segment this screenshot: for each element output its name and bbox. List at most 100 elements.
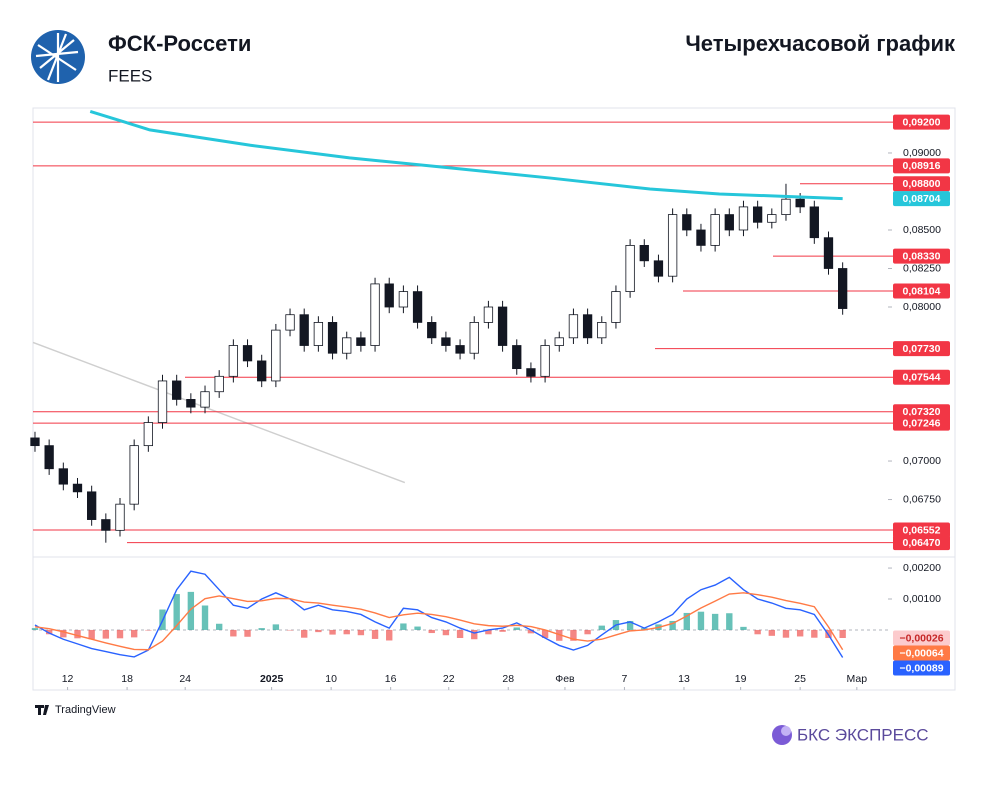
candle-body bbox=[327, 322, 338, 354]
candle-body bbox=[582, 314, 593, 339]
plot: 0,09000 0,08500 0,08250 0,08000 0,07000 0,067… bbox=[30, 109, 950, 690]
histogram-bar bbox=[357, 629, 365, 636]
histogram-last-label-bg bbox=[893, 630, 950, 646]
y-tick-label: 0,06750 bbox=[903, 493, 941, 505]
candle-body bbox=[724, 214, 734, 231]
candle-body bbox=[469, 322, 479, 354]
level-label: 0,07246 bbox=[903, 417, 941, 429]
histogram-bar bbox=[697, 611, 705, 630]
x-tick-label: 18 bbox=[121, 673, 133, 685]
candle-body bbox=[752, 206, 763, 223]
level-label-bg bbox=[893, 404, 950, 420]
candle-body bbox=[512, 345, 522, 370]
histogram-bar bbox=[187, 591, 195, 630]
moving-average bbox=[89, 109, 843, 201]
candle-body bbox=[611, 291, 621, 323]
histogram-bar bbox=[45, 629, 53, 635]
series-last-label-bg bbox=[893, 660, 950, 676]
histogram-bar bbox=[598, 625, 605, 630]
candle-body bbox=[342, 337, 352, 354]
histogram-bar bbox=[485, 629, 492, 635]
series-last-label: −0,00089 bbox=[899, 662, 943, 674]
histogram-bar bbox=[471, 629, 478, 640]
candle-body bbox=[795, 198, 805, 208]
candle-body bbox=[483, 306, 494, 323]
histogram-bar bbox=[499, 629, 506, 632]
level-label: 0,08916 bbox=[903, 160, 941, 172]
y-tick-label: 0,07000 bbox=[903, 455, 941, 467]
footer-source: TradingView bbox=[55, 704, 116, 716]
histogram-bar bbox=[116, 629, 124, 639]
ma-last-label-bg bbox=[893, 191, 950, 207]
company-logo bbox=[31, 30, 85, 84]
y-tick-label: 0,00100 bbox=[903, 593, 941, 605]
histogram-bar bbox=[726, 613, 733, 630]
histogram-bar bbox=[711, 613, 719, 630]
candle-body bbox=[455, 345, 465, 354]
histogram-bar bbox=[669, 620, 676, 630]
histogram-bar bbox=[626, 620, 634, 630]
level-label-bg bbox=[893, 369, 950, 385]
x-tick-label: 28 bbox=[502, 673, 514, 685]
macd-line bbox=[34, 570, 844, 658]
series-last-label: −0,00064 bbox=[899, 647, 943, 659]
candle-body bbox=[157, 380, 168, 423]
histogram-bar bbox=[641, 628, 648, 630]
level-label: 0,07544 bbox=[903, 372, 941, 384]
histogram-bar bbox=[400, 623, 407, 630]
histogram-bar bbox=[301, 629, 308, 638]
candle-body bbox=[838, 268, 848, 309]
tradingview-logo bbox=[35, 705, 49, 715]
x-tick-label: 19 bbox=[735, 673, 747, 685]
candle-body bbox=[667, 214, 678, 277]
histogram-bar bbox=[286, 629, 294, 631]
candle-body bbox=[384, 283, 394, 308]
histogram-bar bbox=[88, 629, 95, 640]
candle-body bbox=[186, 399, 196, 408]
histogram-bar bbox=[527, 629, 535, 634]
x-tick-label: 7 bbox=[622, 673, 628, 685]
histogram-bar bbox=[513, 627, 520, 630]
level-label: 0,06552 bbox=[903, 524, 941, 536]
histogram-bar bbox=[811, 629, 818, 638]
histogram-bar bbox=[556, 629, 563, 641]
histogram-bar bbox=[796, 629, 804, 637]
histogram-bar bbox=[584, 629, 591, 635]
level-label-bg bbox=[893, 522, 950, 538]
candle-body bbox=[568, 314, 579, 339]
candle-body bbox=[299, 314, 309, 346]
candle-body bbox=[214, 375, 224, 393]
histogram-bar bbox=[173, 594, 180, 630]
histogram-bar bbox=[442, 629, 450, 636]
candle-body bbox=[738, 206, 749, 231]
histogram-bar bbox=[570, 629, 577, 641]
candle-body bbox=[172, 380, 182, 400]
level-label-bg bbox=[893, 535, 950, 551]
x-tick-label: 22 bbox=[443, 673, 455, 685]
level-label: 0,07320 bbox=[903, 406, 941, 418]
x-tick-label: Мар bbox=[847, 673, 868, 685]
series-last-label-bg bbox=[893, 645, 950, 661]
histogram-bar bbox=[31, 628, 39, 630]
x-tick-label: 13 bbox=[678, 673, 690, 685]
ma-last-label: 0,08704 bbox=[903, 193, 941, 205]
candle-body bbox=[370, 283, 380, 346]
candle-body bbox=[696, 229, 706, 246]
histogram-bar bbox=[541, 629, 549, 638]
histogram-bar bbox=[102, 629, 110, 639]
footer-brand: БКС ЭКСПРЕСС bbox=[797, 725, 929, 744]
level-label: 0,08800 bbox=[903, 178, 941, 190]
histogram-bar bbox=[456, 629, 464, 638]
histogram-bar bbox=[272, 624, 280, 630]
brand-logo bbox=[772, 725, 792, 745]
trend-line bbox=[32, 341, 406, 484]
candle-body bbox=[809, 206, 819, 239]
candle-body bbox=[653, 260, 664, 277]
histogram-bar bbox=[216, 623, 223, 630]
histogram-bar bbox=[768, 629, 775, 636]
y-tick-label: 0,08500 bbox=[903, 224, 941, 236]
candle-body bbox=[356, 337, 366, 346]
candle-body bbox=[285, 314, 295, 331]
level-label-bg bbox=[893, 114, 950, 130]
